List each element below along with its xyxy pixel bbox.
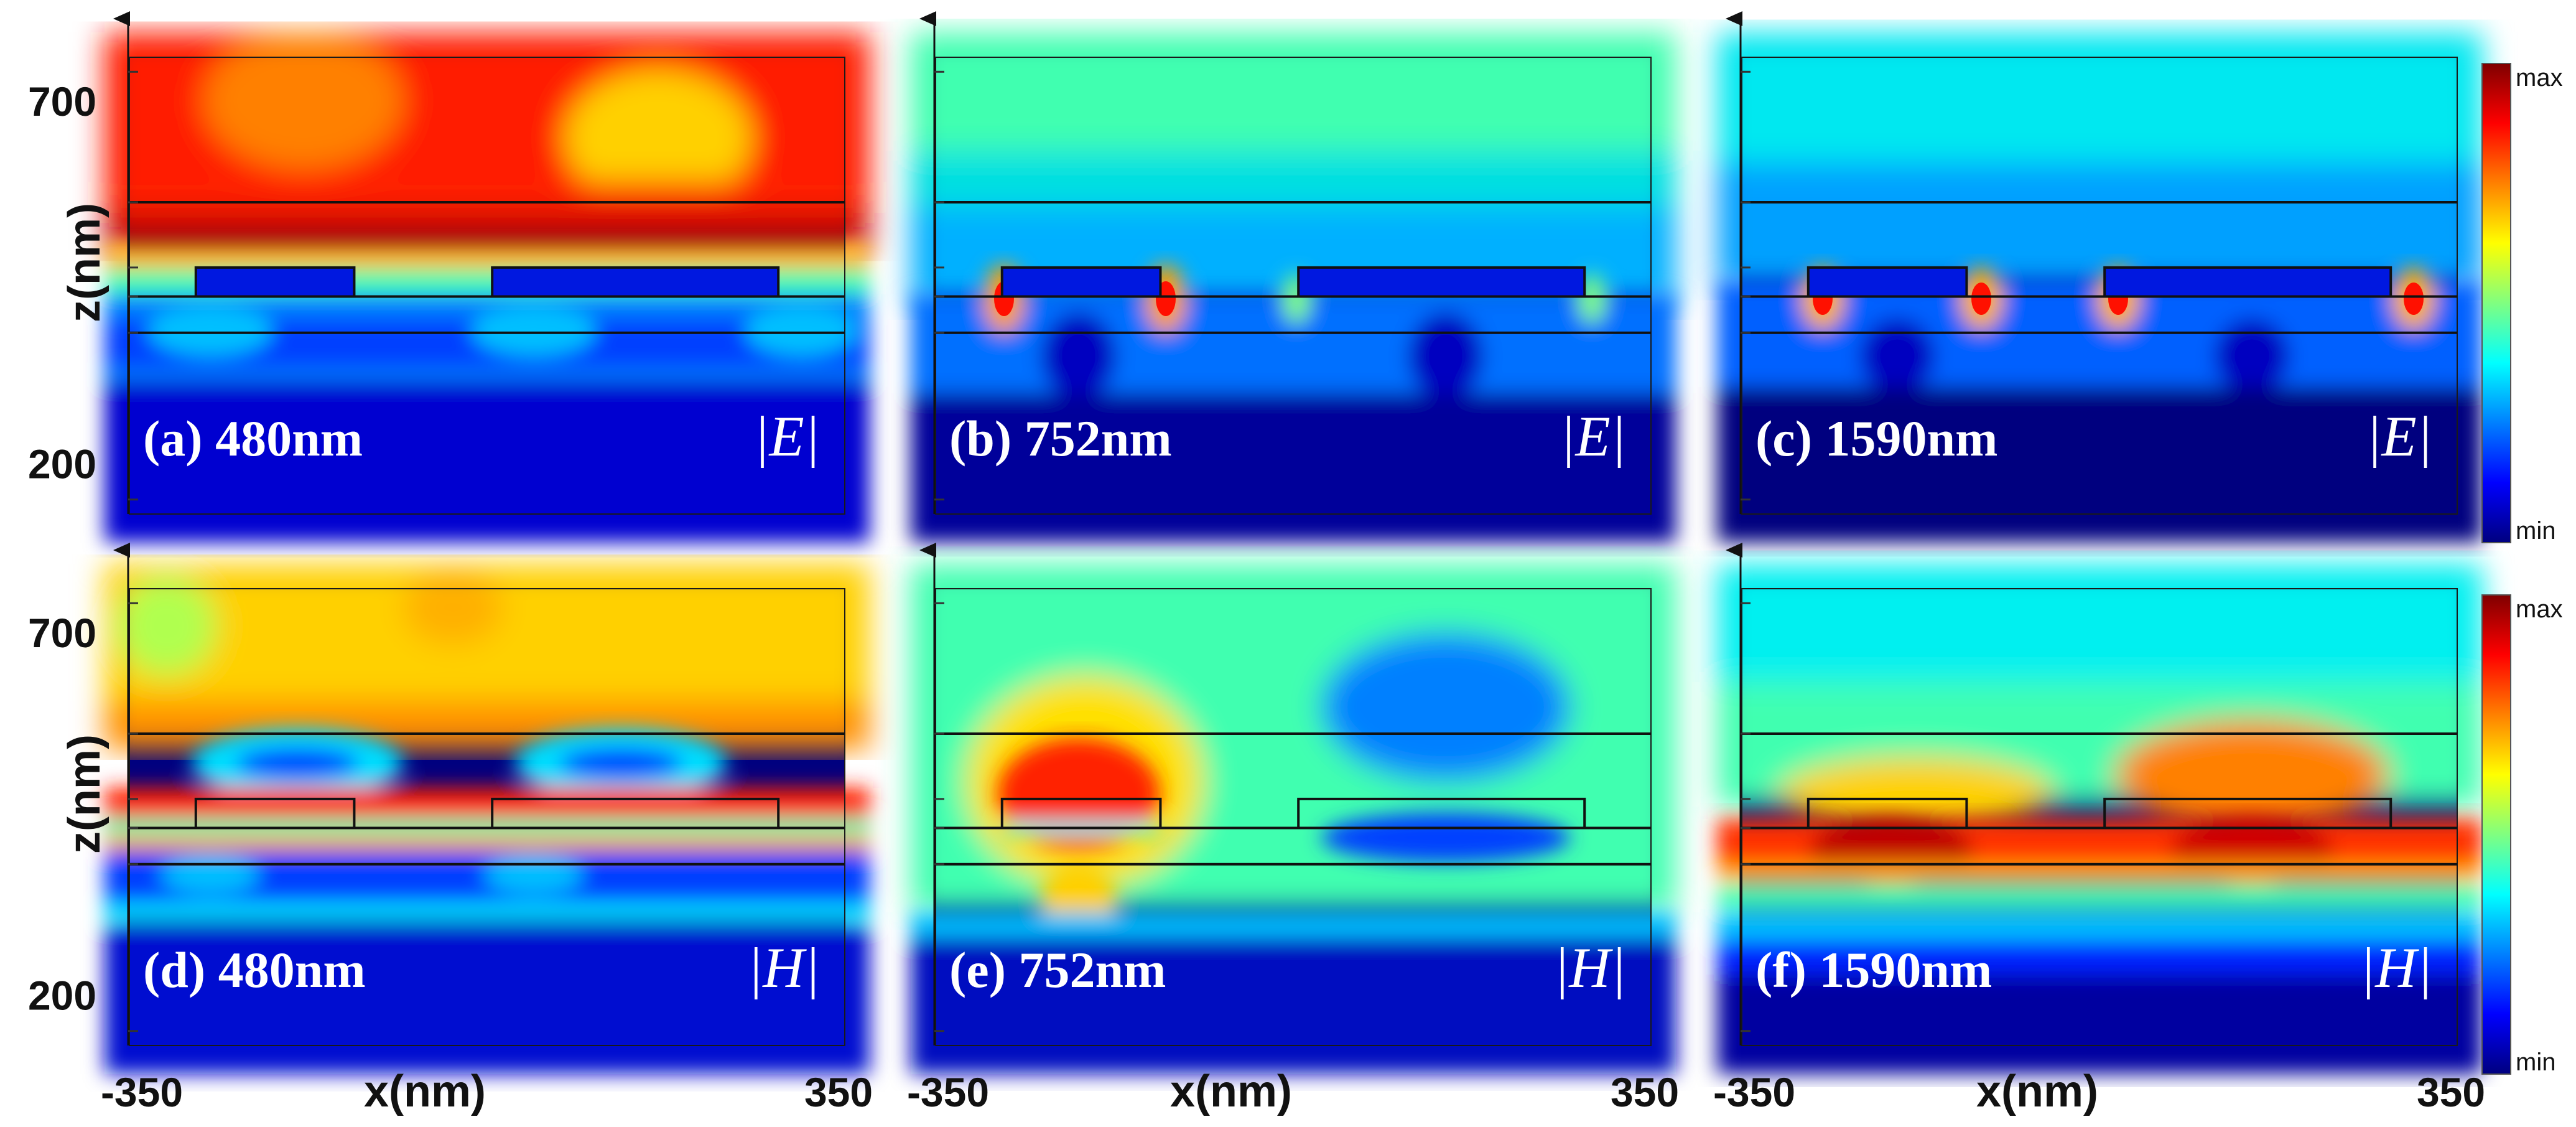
panel-e-frame xyxy=(935,588,1652,1046)
panel-e-field-map xyxy=(911,564,1676,1074)
x-axis-label: x(nm) xyxy=(1170,1067,1292,1116)
y-tick-label-200: 200 xyxy=(28,441,96,487)
x-tick-label-min: -350 xyxy=(1713,1069,1795,1115)
panel-c-frame xyxy=(1741,57,2458,515)
panel-a-grating-1 xyxy=(194,266,356,298)
panel-f-grating-2 xyxy=(2103,797,2392,830)
panel-d-field-map xyxy=(105,564,870,1074)
panel-c-grating-1 xyxy=(1806,266,1968,298)
colorbar-gradient xyxy=(2481,594,2511,1075)
panel-d xyxy=(105,564,870,1074)
x-tick-label-max: 350 xyxy=(2417,1069,2485,1115)
colorbar-min-label: min xyxy=(2516,517,2555,545)
panel-b-field-label: |E| xyxy=(1560,405,1626,468)
colorbar-max-label: max xyxy=(2516,596,2563,623)
x-tick-label-min: -350 xyxy=(907,1069,989,1115)
panel-a-label: (a) 480nm xyxy=(143,410,363,467)
panel-f-overlay: (f) 1590nm |H| xyxy=(1726,543,2458,1046)
panel-f-field-label: |H| xyxy=(2360,936,2432,999)
panel-e xyxy=(911,564,1676,1074)
panel-f xyxy=(1717,564,2482,1074)
colorbar-gradient xyxy=(2481,63,2511,543)
panel-b-grating-1 xyxy=(1000,266,1162,298)
panel-c-label: (c) 1590nm xyxy=(1755,410,1997,467)
x-tick-label-min: -350 xyxy=(101,1069,183,1115)
panel-e-field-label: |H| xyxy=(1553,936,1626,999)
panel-e-grating-1 xyxy=(1000,797,1162,830)
panel-a-grating-2 xyxy=(491,266,780,298)
panel-c-field-label: |E| xyxy=(2366,405,2432,468)
panel-e-label: (e) 752nm xyxy=(949,942,1166,998)
y-tick-label-700: 700 xyxy=(28,610,96,656)
panel-f-frame xyxy=(1741,588,2458,1046)
panel-d-grating-1 xyxy=(194,797,356,830)
y-axis-label: z(nm) xyxy=(60,203,109,322)
panel-a xyxy=(105,32,870,543)
panel-d-overlay: (d) 480nm |H| xyxy=(113,543,845,1046)
panel-d-grating-2 xyxy=(491,797,780,830)
panel-d-label: (d) 480nm xyxy=(143,942,366,998)
x-axis-label: x(nm) xyxy=(364,1067,486,1116)
x-axis-label: x(nm) xyxy=(1976,1067,2098,1116)
panel-a-field-label: |E| xyxy=(753,405,820,468)
panel-d-frame xyxy=(129,588,845,1046)
panel-f-field-map xyxy=(1717,564,2482,1074)
panel-d-field-label: |H| xyxy=(747,936,820,999)
y-axis-label: z(nm) xyxy=(60,734,109,854)
panel-b-grating-2 xyxy=(1297,266,1586,298)
overlays: (a) 480nm |E| (b) 752nm |E| (c) 1590nm |E| (d)… xyxy=(28,11,2485,1116)
y-tick-label-200: 200 xyxy=(28,972,96,1018)
colorbars: max min max min xyxy=(2481,63,2563,1076)
x-tick-label-max: 350 xyxy=(804,1069,873,1115)
panel-c-overlay: (c) 1590nm |E| xyxy=(1726,11,2458,515)
colorbar-row-1: max min xyxy=(2481,63,2563,545)
panel-c-grating-2 xyxy=(2103,266,2392,298)
panel-e-overlay: (e) 752nm |H| xyxy=(919,543,1652,1046)
panel-b-label: (b) 752nm xyxy=(949,410,1172,467)
y-tick-label-700: 700 xyxy=(28,78,96,124)
panel-a-overlay: (a) 480nm |E| xyxy=(113,11,845,515)
panel-a-field-map xyxy=(105,32,870,543)
colorbar-min-label: min xyxy=(2516,1049,2555,1076)
panel-b-overlay: (b) 752nm |E| xyxy=(919,11,1652,515)
panel-f-label: (f) 1590nm xyxy=(1755,942,1992,998)
panel-a-frame xyxy=(129,57,845,515)
colorbar-row-2: max min xyxy=(2481,594,2563,1076)
panel-e-grating-2 xyxy=(1297,797,1586,830)
panel-f-grating-1 xyxy=(1806,797,1968,830)
panel-b-frame xyxy=(935,57,1652,515)
x-tick-label-max: 350 xyxy=(1611,1069,1679,1115)
colorbar-max-label: max xyxy=(2516,64,2563,91)
